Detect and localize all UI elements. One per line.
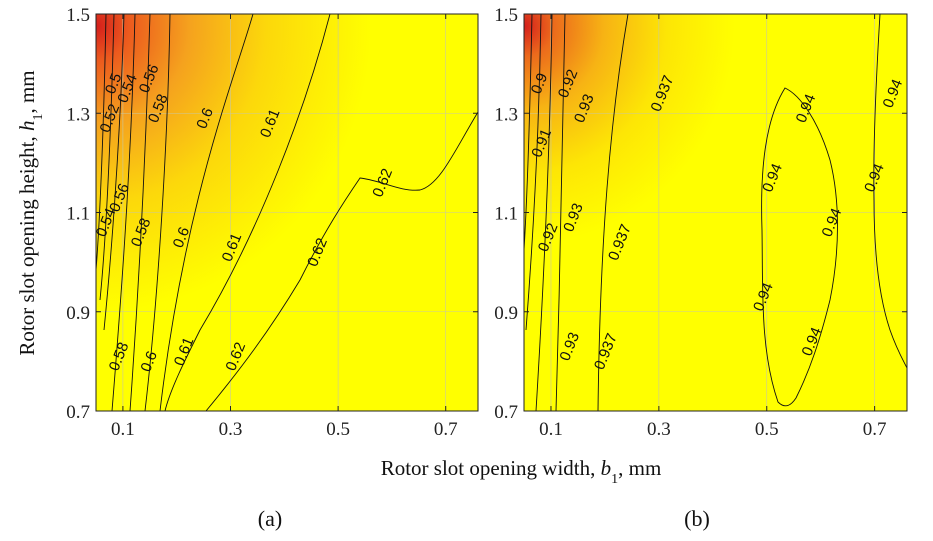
contour-line [95, 13, 107, 271]
x-tick-label: 0.5 [326, 419, 350, 440]
contour-line [103, 13, 125, 331]
contour-line [111, 13, 136, 412]
contour-line [555, 13, 566, 412]
panel-a: 0.50.520.540.540.560.560.580.580.580.60.… [66, 5, 479, 531]
x-tick-label: 0.3 [647, 419, 671, 440]
x-tick-label: 0.1 [111, 419, 135, 440]
x-tick-label: 0.7 [863, 419, 887, 440]
panel-b-ticks: 0.1 0.3 0.5 0.7 0.7 0.9 1.1 1.3 1.5 [494, 5, 907, 440]
panel-b-contours [523, 13, 908, 412]
x-tick-label: 0.7 [434, 419, 458, 440]
panel-a-label: (a) [258, 506, 282, 531]
y-tick-label: 0.9 [494, 303, 518, 324]
contour-line [761, 87, 838, 407]
contour-line [99, 13, 115, 301]
contour-line [129, 13, 151, 412]
y-tick-label: 0.7 [494, 402, 518, 423]
contour-line [873, 13, 908, 369]
panel-b: 0.90.910.920.920.930.930.930.9370.9370.9… [494, 5, 908, 531]
contour-label: 0.9 [528, 71, 552, 97]
contour-line [525, 13, 542, 331]
contour-line [535, 13, 553, 412]
contour-label: 0.5 [102, 71, 126, 97]
contour-line [159, 13, 254, 412]
contour-line [144, 13, 171, 412]
y-tick-label: 1.1 [66, 204, 90, 225]
y-tick-label: 1.5 [66, 5, 90, 26]
contour-line [523, 13, 533, 251]
y-tick-label: 0.9 [66, 303, 90, 324]
panel-a-contours [95, 13, 479, 412]
contour-label: 0.6 [193, 106, 217, 132]
panel-b-label: (b) [684, 506, 710, 531]
x-tick-label: 0.1 [539, 419, 563, 440]
x-axis-label: Rotor slot opening width, b1, mm [381, 456, 662, 487]
contour-label: 0.6 [170, 225, 194, 251]
y-tick-label: 0.7 [66, 402, 90, 423]
panel-a-ticks: 0.1 0.3 0.5 0.7 0.7 0.9 1.1 1.3 1.5 [66, 5, 478, 440]
contour-line [164, 13, 331, 412]
x-tick-label: 0.5 [755, 419, 779, 440]
y-tick-label: 1.3 [66, 104, 90, 125]
y-axis-label: Rotor slot opening height, h1, mm [15, 70, 46, 355]
y-tick-label: 1.5 [494, 5, 518, 26]
x-tick-label: 0.3 [219, 419, 243, 440]
y-tick-label: 1.1 [494, 204, 518, 225]
y-tick-label: 1.3 [494, 104, 518, 125]
contour-line [205, 111, 479, 412]
contour-line [597, 13, 629, 412]
contour-label: 0.6 [137, 349, 161, 375]
